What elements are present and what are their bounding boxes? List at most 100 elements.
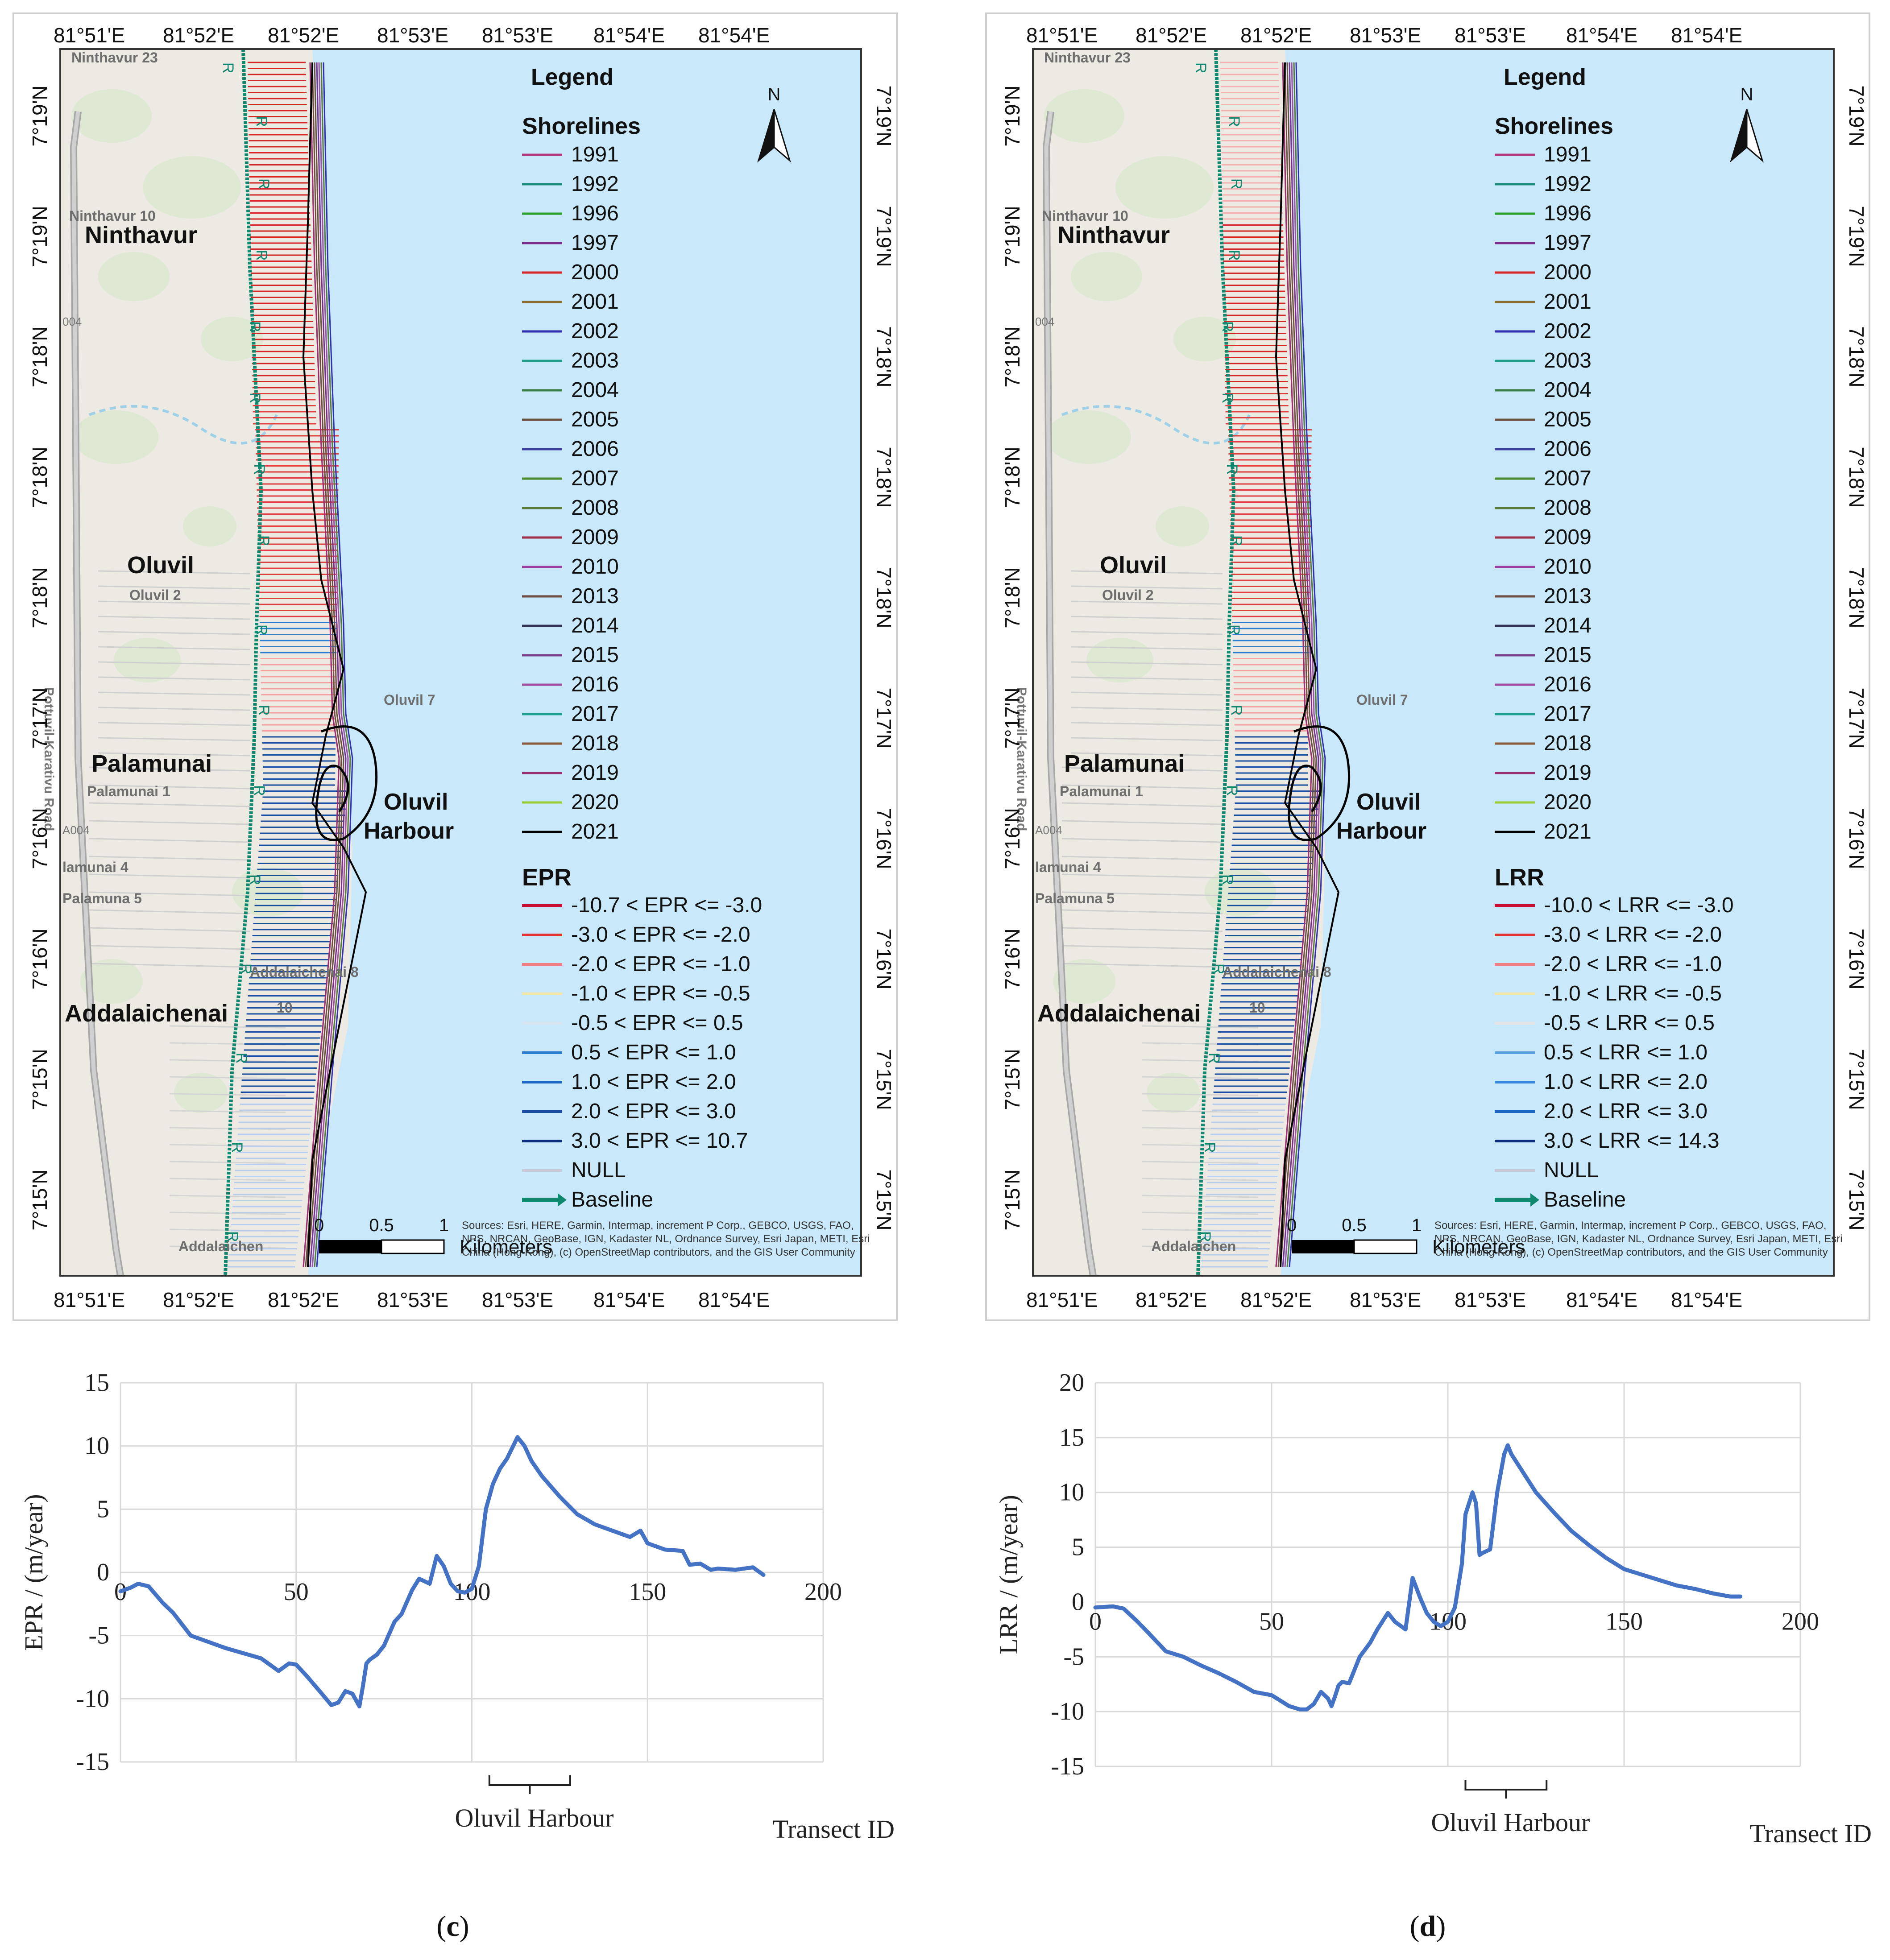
street xyxy=(1070,707,1223,711)
lat-tick-left: 7°16'N xyxy=(28,808,51,869)
vegetation-patch xyxy=(74,410,158,464)
baseline xyxy=(224,49,263,1276)
lon-tick-bottom: 81°54'E xyxy=(1671,1288,1742,1311)
baseline-marker: R xyxy=(255,178,272,190)
legend-year-label: 2003 xyxy=(571,349,619,372)
baseline-marker: R xyxy=(224,1231,241,1242)
legend-year-label: 2008 xyxy=(1544,496,1592,520)
street xyxy=(169,1161,286,1164)
main-road-inner xyxy=(1044,111,1095,1276)
caption-paren: ) xyxy=(1436,1910,1446,1943)
lat-tick-right: 7°19'N xyxy=(872,85,895,146)
legend-class-label: NULL xyxy=(571,1158,626,1182)
street xyxy=(1061,909,1223,914)
baseline-marker: R xyxy=(251,785,268,796)
street xyxy=(1142,1059,1259,1063)
minor-place: Ninthavur 23 xyxy=(71,50,158,66)
shoreline xyxy=(311,62,349,1267)
shoreline xyxy=(1289,62,1326,1267)
shoreline-2021 xyxy=(302,62,367,1267)
caption-paren: ( xyxy=(436,1910,446,1943)
baseline-marker: R xyxy=(1206,1053,1223,1064)
legend-class-label: 3.0 < EPR <= 10.7 xyxy=(571,1129,748,1153)
baseline-marker: R xyxy=(1226,250,1243,261)
legend-class-label: -3.0 < LRR <= -2.0 xyxy=(1544,923,1722,947)
lat-tick-left: 7°19'N xyxy=(28,85,51,146)
legend-class-label: -3.0 < EPR <= -2.0 xyxy=(571,923,750,947)
minor-place: Oluvil 7 xyxy=(1356,692,1408,708)
place-palamunai: Palamunai xyxy=(1064,750,1185,777)
street xyxy=(1061,873,1223,879)
street xyxy=(98,646,250,650)
street xyxy=(1061,784,1223,790)
legend-class-label: -1.0 < LRR <= -0.5 xyxy=(1544,982,1722,1005)
street xyxy=(1142,1127,1259,1130)
street xyxy=(169,1076,286,1079)
x-tick-label: 150 xyxy=(629,1578,666,1606)
legend-baseline-label: Baseline xyxy=(1544,1188,1626,1212)
street xyxy=(98,737,250,741)
street xyxy=(98,585,250,590)
caption-paren: ) xyxy=(460,1910,469,1943)
street xyxy=(1070,676,1223,681)
legend-year-label: 2014 xyxy=(1544,614,1592,637)
street xyxy=(1061,766,1223,772)
lat-tick-left: 7°19'N xyxy=(1001,85,1024,146)
lon-tick-top: 81°53'E xyxy=(377,24,448,47)
minor-place: Oluvil 2 xyxy=(129,587,181,603)
legend-class-label: 1.0 < LRR <= 2.0 xyxy=(1544,1070,1708,1094)
street xyxy=(1061,820,1223,825)
legend-year-label: 2000 xyxy=(1544,261,1592,284)
street xyxy=(89,891,250,897)
legend-year-label: 2004 xyxy=(1544,378,1592,402)
baseline-marker: R xyxy=(253,624,270,636)
y-tick-label: 0 xyxy=(97,1559,109,1586)
legend-year-label: 2000 xyxy=(571,261,619,284)
river xyxy=(88,405,278,445)
street xyxy=(1070,737,1223,741)
x-axis-label: Transect ID xyxy=(773,1815,895,1844)
minor-place: Addalaichen xyxy=(1151,1238,1236,1254)
place-addalaichenai: Addalaichenai xyxy=(65,1000,228,1027)
road-code: 004 xyxy=(62,315,82,328)
minor-place: Oluvil 7 xyxy=(384,692,435,708)
street xyxy=(89,838,250,843)
legend-year-label: 2010 xyxy=(1544,555,1592,579)
road-code: A004 xyxy=(1035,823,1062,837)
legend-year-label: 2016 xyxy=(1544,673,1592,696)
baseline-marker: R xyxy=(253,250,270,261)
lat-tick-left: 7°15'N xyxy=(28,1169,51,1230)
minor-place: Addalaichenai 8 xyxy=(1223,964,1331,980)
lat-tick-right: 7°15'N xyxy=(872,1049,895,1110)
legend-year-label: 2006 xyxy=(1544,437,1592,461)
scale-label: 1 xyxy=(439,1216,449,1235)
legend-class-label: -10.7 < EPR <= -3.0 xyxy=(571,893,762,917)
minor-place: Palamunai 1 xyxy=(1060,783,1143,799)
baseline-marker: R xyxy=(1197,1231,1214,1242)
street xyxy=(98,676,250,681)
y-tick-label: -15 xyxy=(1051,1753,1084,1780)
legend-class-label: 1.0 < EPR <= 2.0 xyxy=(571,1070,736,1094)
lat-tick-right: 7°15'N xyxy=(1845,1169,1868,1230)
minor-place: lamunai 4 xyxy=(62,859,128,875)
street xyxy=(98,707,250,711)
shoreline xyxy=(305,62,342,1267)
baseline-marker: R xyxy=(1210,963,1227,975)
caption-letter: d xyxy=(1420,1910,1436,1943)
lon-tick-bottom: 81°53'E xyxy=(482,1288,553,1311)
lat-tick-left: 7°17'N xyxy=(1001,687,1024,748)
main-road-inner xyxy=(71,111,123,1276)
vegetation-patch xyxy=(1046,410,1131,464)
harbour-label-1: Oluvil xyxy=(384,789,448,815)
y-tick-label: 10 xyxy=(1059,1479,1084,1506)
map-border xyxy=(1032,48,1835,1277)
street xyxy=(1061,891,1223,897)
lat-tick-left: 7°18'N xyxy=(1001,447,1024,508)
harbour-outline xyxy=(315,725,378,841)
baseline-marker: R xyxy=(1228,535,1245,546)
baseline xyxy=(1196,49,1236,1276)
street xyxy=(98,616,250,620)
lon-tick-top: 81°53'E xyxy=(1350,24,1421,47)
legend-year-label: 2002 xyxy=(1544,319,1592,343)
map-area: R R R R R R R R R R R R R R R R Ninthavur Oluvil Palamunai… xyxy=(1014,48,1835,1277)
